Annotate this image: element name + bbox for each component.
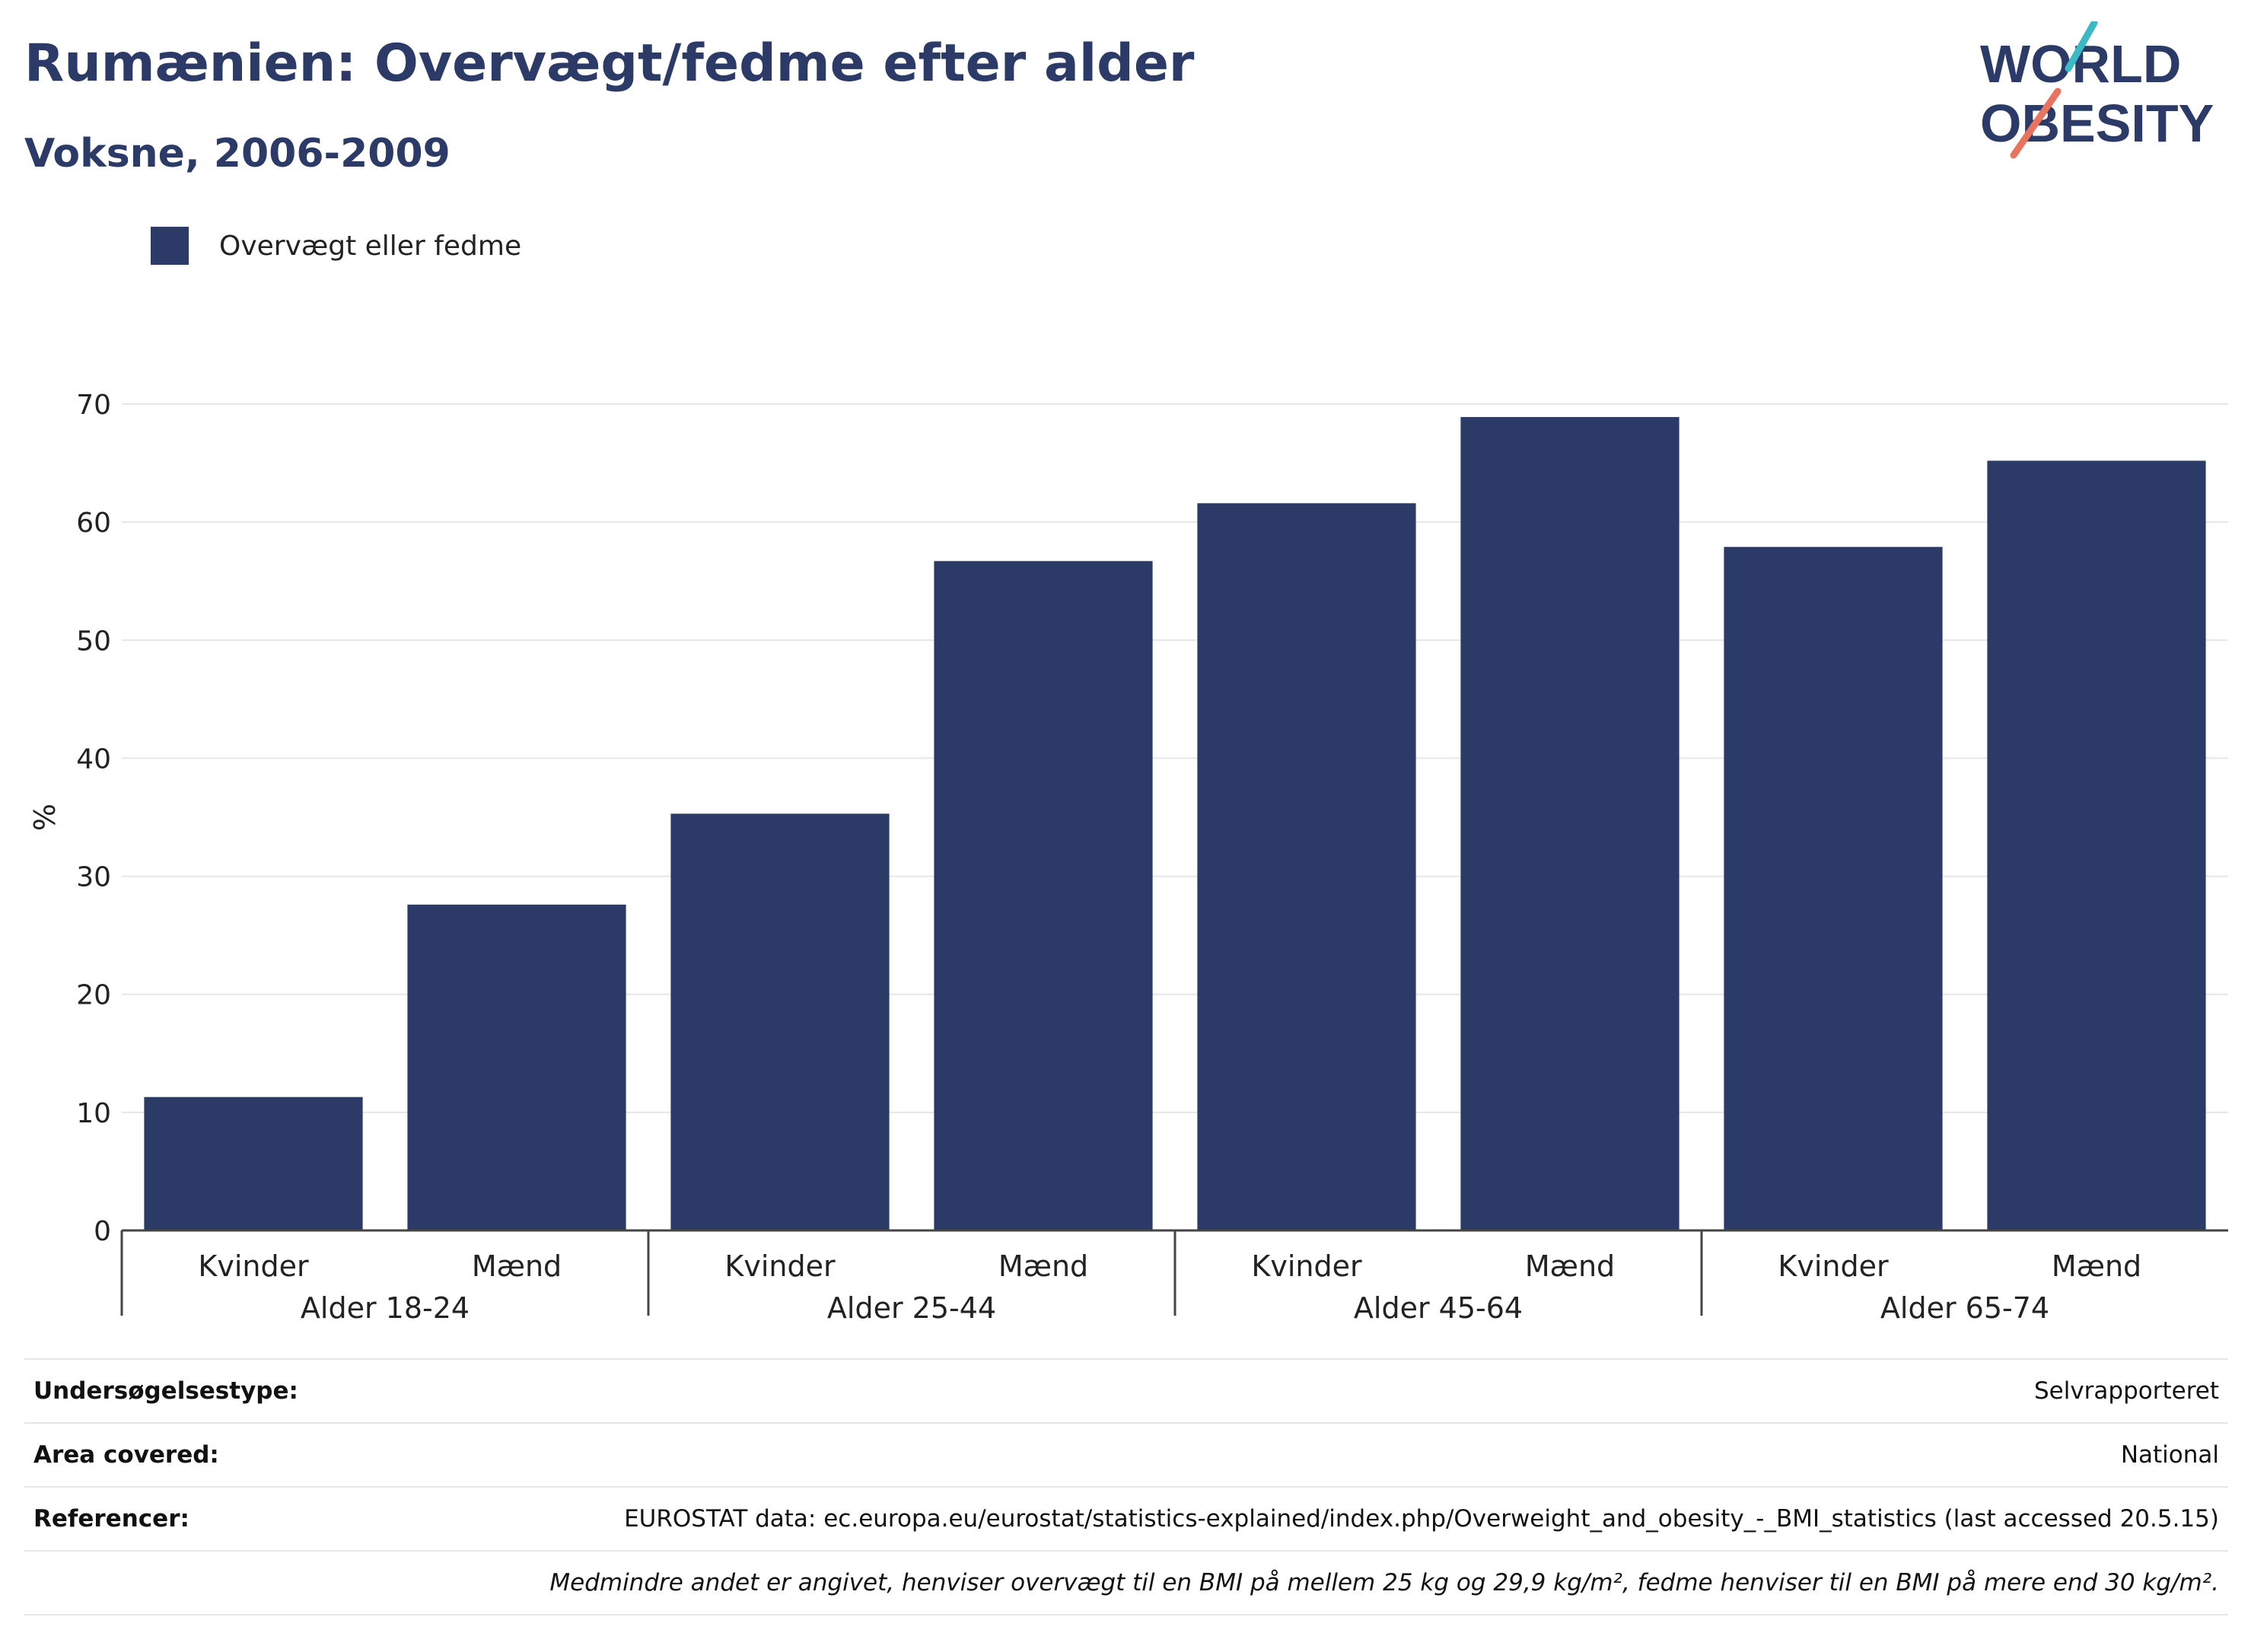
info-label: Referencer: <box>24 1486 354 1551</box>
y-tick-label: 10 <box>76 1098 111 1129</box>
info-row-area-covered: Area covered: National <box>24 1422 2228 1487</box>
x-tick-label: Kvinder <box>1778 1249 1889 1283</box>
y-tick-label: 50 <box>76 625 111 657</box>
y-tick-label: 20 <box>76 980 111 1011</box>
y-tick-label: 40 <box>76 743 111 775</box>
bar <box>670 813 890 1230</box>
info-value: EUROSTAT data: ec.europa.eu/eurostat/sta… <box>353 1486 2228 1551</box>
y-tick-label: 0 <box>94 1216 111 1247</box>
info-value: National <box>353 1422 2228 1487</box>
x-tick-label: Kvinder <box>724 1249 836 1283</box>
legend-swatch <box>151 227 189 265</box>
x-tick-label: Mænd <box>472 1249 562 1283</box>
info-label: Undersøgelsestype: <box>24 1358 354 1423</box>
bar <box>1197 503 1416 1230</box>
bar <box>1724 546 1943 1230</box>
bar <box>1460 417 1679 1231</box>
info-label: Area covered: <box>24 1422 354 1487</box>
bar <box>934 561 1153 1230</box>
info-row-survey-type: Undersøgelsestype: Selvrapporteret <box>24 1358 2228 1423</box>
x-tick-label: Kvinder <box>1251 1249 1362 1283</box>
x-tick-label: Mænd <box>2052 1249 2141 1283</box>
logo-slash-teal <box>2065 21 2098 72</box>
info-note: Medmindre andet er angivet, henviser ove… <box>24 1550 2228 1615</box>
y-tick-label: 60 <box>76 508 111 539</box>
group-label: Alder 18-24 <box>301 1291 470 1325</box>
bar-chart: 0 10 20 30 40 50 60 70% Kvinder Mænd Kvinder Mænd Kv… <box>28 390 2228 1325</box>
info-value: Selvrapporteret <box>353 1358 2228 1423</box>
bar <box>1987 460 2206 1230</box>
x-tick-label: Mænd <box>1525 1249 1615 1283</box>
chart-title: Rumænien: Overvægt/fedme efter alder <box>24 33 1195 94</box>
chart-subtitle: Voksne, 2006-2009 <box>24 131 451 177</box>
group-label: Alder 65-74 <box>1880 1291 2049 1325</box>
world-obesity-logo: WORLD OBESITY <box>1980 21 2214 159</box>
info-row-note: Medmindre andet er angivet, henviser ove… <box>24 1550 2228 1615</box>
x-tick-label: Kvinder <box>198 1249 309 1283</box>
bar <box>407 904 626 1230</box>
y-tick-label: 30 <box>76 862 111 893</box>
y-tick-label: 70 <box>76 390 111 421</box>
bar <box>144 1097 363 1230</box>
legend-label: Overvægt eller fedme <box>219 230 522 262</box>
group-label: Alder 45-64 <box>1354 1291 1523 1325</box>
group-label: Alder 25-44 <box>827 1291 996 1325</box>
logo-slash-coral <box>2010 88 2062 159</box>
info-row-references: Referencer: EUROSTAT data: ec.europa.eu/… <box>24 1486 2228 1551</box>
y-axis-label: % <box>28 804 62 831</box>
info-table: Undersøgelsestype: Selvrapporteret Area … <box>24 1358 2228 1615</box>
chart-legend: Overvægt eller fedme <box>151 227 521 265</box>
x-tick-label: Mænd <box>998 1249 1088 1283</box>
